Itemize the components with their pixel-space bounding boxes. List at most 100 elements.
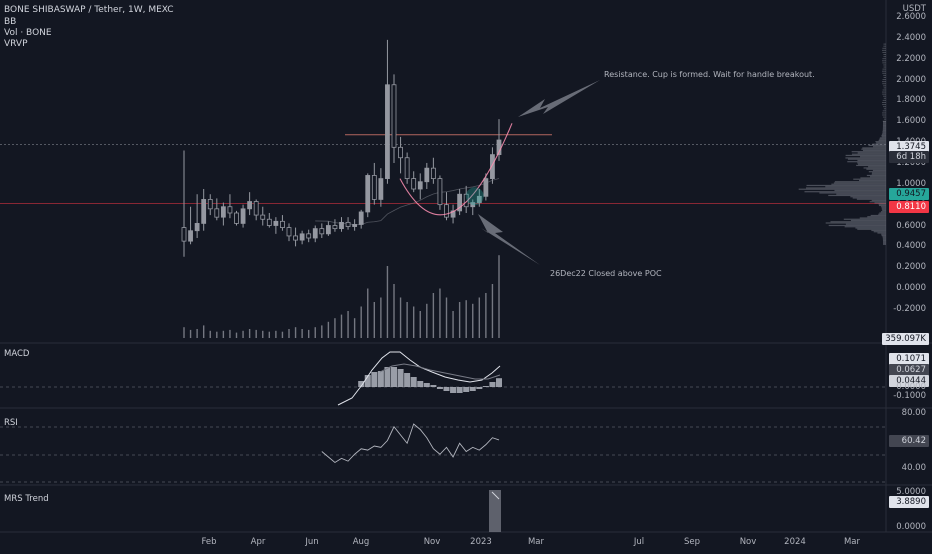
- volume-profile-bar: [868, 166, 886, 168]
- volume-profile-bar: [879, 138, 886, 140]
- volume-bar: [373, 302, 376, 338]
- candle-body: [253, 201, 259, 216]
- macd-tag-signal: 0.0627: [889, 364, 929, 376]
- volume-profile-bar: [882, 60, 886, 62]
- volume-profile-bar: [850, 219, 886, 222]
- indicator-bb[interactable]: BB: [4, 17, 17, 27]
- macd-hist-bar: [384, 367, 391, 387]
- indicator-vrvp[interactable]: VRVP: [4, 39, 28, 49]
- macd-hist-bar: [489, 382, 496, 387]
- volume-bar: [242, 330, 244, 338]
- volume-profile-bar: [883, 66, 886, 68]
- volume-profile-bar: [819, 192, 886, 194]
- volume-profile-bar: [845, 157, 886, 159]
- volume-bar: [465, 300, 467, 338]
- macd-hist-bar: [430, 385, 437, 387]
- volume-profile-bar: [860, 177, 886, 179]
- candle-body: [444, 204, 449, 218]
- volume-profile-bar: [845, 154, 886, 157]
- macd-hist-bar: [391, 367, 397, 387]
- volume-profile-bar: [882, 122, 886, 124]
- volume-bar: [248, 329, 251, 338]
- volume-bar: [458, 302, 461, 338]
- volume-bar: [301, 329, 303, 338]
- volume-profile-bar: [834, 189, 886, 192]
- volume-profile-bar: [881, 133, 886, 135]
- volume-profile-bar: [881, 134, 886, 137]
- mrs-title: MRS Trend: [4, 494, 49, 504]
- volume-profile-bar: [844, 226, 886, 228]
- time-axis-tick: Nov: [423, 537, 441, 547]
- volume-profile-bar: [857, 228, 886, 230]
- candle-body: [339, 221, 344, 230]
- volume-profile-bar: [882, 101, 886, 103]
- volume-profile-bar: [883, 56, 886, 58]
- volume-bar: [426, 303, 428, 338]
- volume-profile-bar: [882, 114, 886, 116]
- volume-bar: [360, 306, 362, 338]
- volume-profile-bar: [881, 206, 886, 208]
- macd-hist-bar: [469, 387, 476, 391]
- volume-profile-bar: [883, 74, 886, 76]
- volume-profile-bar: [851, 151, 886, 153]
- macd-hist-bar: [496, 378, 502, 387]
- candle-body: [437, 178, 443, 206]
- volume-bar: [202, 325, 205, 338]
- candle-body: [378, 178, 384, 200]
- resistance-arrow: [518, 80, 600, 117]
- macd-hist-bar: [377, 371, 384, 387]
- rsi-value-tag: 60.42: [889, 435, 929, 447]
- volume-bar: [235, 332, 238, 338]
- price-axis-tick: 0.0000: [896, 283, 926, 294]
- candle-body: [371, 175, 377, 200]
- price-axis-tick: 0.4000: [896, 241, 926, 252]
- candle-body: [299, 233, 305, 241]
- price-axis-tick: 2.4000: [896, 32, 926, 43]
- volume-profile-bar: [882, 236, 886, 238]
- volume-profile-bar: [883, 43, 886, 45]
- indicator-volume[interactable]: Vol · BONE: [4, 28, 52, 38]
- volume-profile-bar: [882, 123, 886, 125]
- volume-bar: [321, 325, 323, 338]
- volume-profile-bar: [874, 202, 886, 204]
- volume-profile-bar: [882, 129, 886, 132]
- volume-profile-bar: [882, 70, 886, 72]
- volume-profile-bar: [881, 208, 886, 210]
- volume-profile-bar: [875, 141, 886, 143]
- time-axis-tick: Jun: [305, 537, 319, 547]
- time-axis-tick: 2023: [470, 537, 492, 547]
- volume-profile-bar: [871, 172, 886, 174]
- volume-profile-bar: [871, 173, 886, 175]
- volume-profile-bar: [881, 234, 886, 237]
- mrs-tick-5: 5.0000: [896, 487, 926, 497]
- volume-bar: [281, 331, 284, 338]
- volume-profile-bar: [847, 161, 886, 163]
- volume-profile-bar: [834, 181, 886, 183]
- volume-profile-bar: [843, 218, 886, 220]
- volume-profile-bar: [859, 217, 886, 219]
- volume-profile-bar: [883, 97, 886, 99]
- volume-profile-bar: [882, 72, 886, 74]
- volume-profile-bar: [873, 231, 886, 233]
- poc-highlight: [465, 187, 484, 206]
- candle-body: [214, 208, 220, 218]
- support-tag: 0.8110: [889, 201, 929, 213]
- volume-profile-bar: [883, 54, 886, 56]
- volume-profile-bar: [804, 191, 886, 193]
- time-axis-tick: Feb: [201, 537, 217, 547]
- volume-bar: [275, 330, 277, 338]
- volume-profile-bar: [867, 216, 886, 218]
- volume-bar: [262, 330, 264, 338]
- macd-tag-hist: 0.0444: [889, 375, 929, 387]
- volume-profile-bar: [828, 194, 886, 197]
- candle-body: [398, 146, 403, 159]
- volume-profile-bar: [856, 198, 886, 200]
- volume-bar: [327, 321, 330, 338]
- volume-profile-bar: [882, 93, 886, 95]
- volume-profile-bar: [856, 164, 886, 167]
- candle-body: [385, 84, 390, 179]
- mrs-bar: [489, 490, 501, 532]
- volume-profile-bar: [882, 128, 886, 130]
